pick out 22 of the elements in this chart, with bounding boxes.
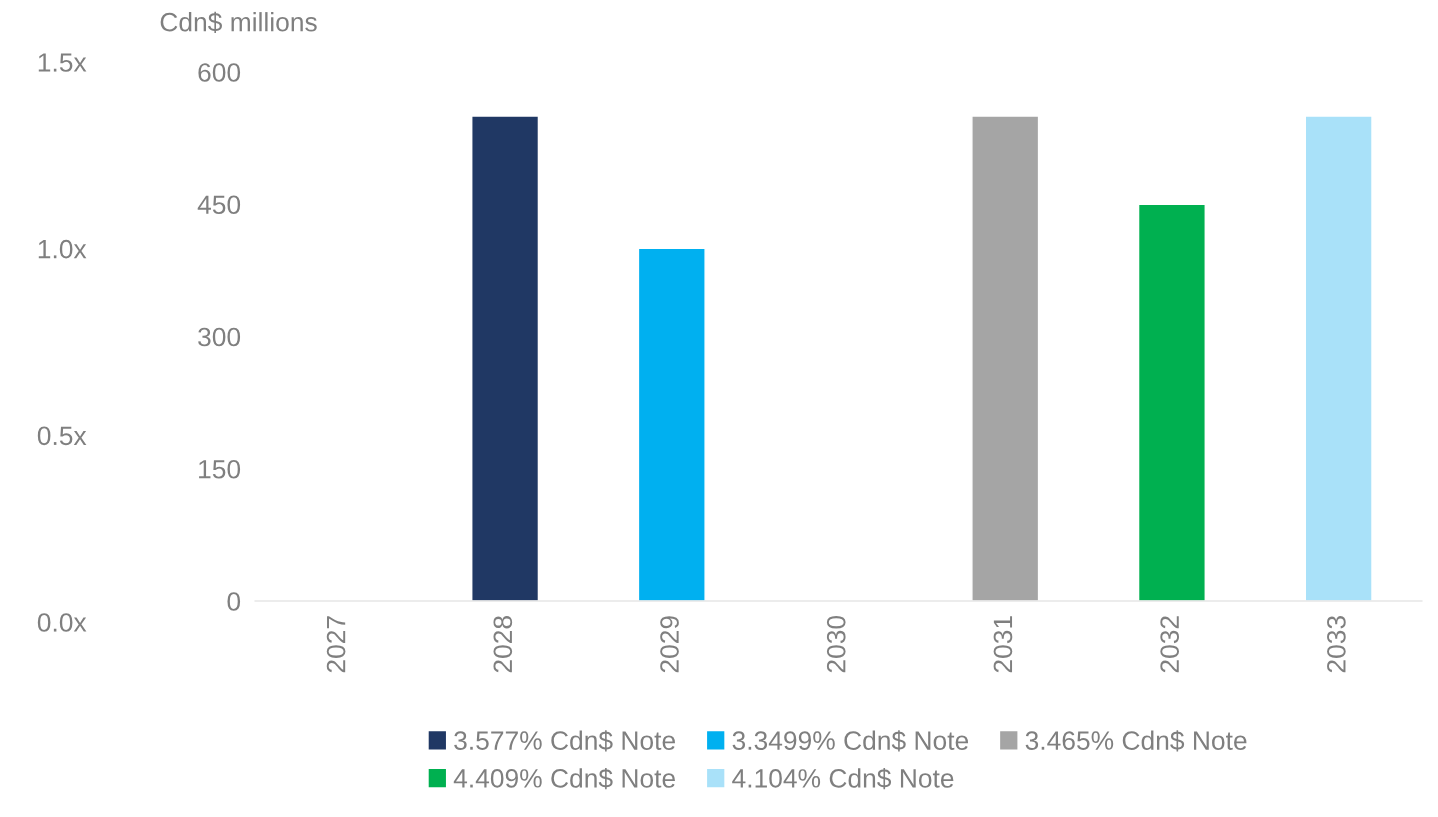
x-tick-label: 2030 xyxy=(826,615,846,673)
y-tick-label: 450 xyxy=(197,195,241,215)
x-tick-label: 2029 xyxy=(660,616,679,673)
y-tick-label: 300 xyxy=(198,327,241,347)
x-tick-label: 2033 xyxy=(1327,616,1346,673)
legend-label: 4.409% Cdn$ Note xyxy=(453,767,675,790)
y-axis-title: Cdn$ millions xyxy=(160,11,317,34)
legend-label: 3.577% Cdn$ Note xyxy=(454,730,675,752)
y-tick-label: 600 xyxy=(198,63,241,82)
y2-tick-label: 0.0x xyxy=(37,613,87,632)
y2-tick-label: 1.5x xyxy=(38,53,87,72)
y-tick-label: 0 xyxy=(227,592,241,611)
legend-label: 3.3499% Cdn$ Note xyxy=(732,730,969,752)
legend-label: 3.465% Cdn$ Note xyxy=(1025,730,1247,752)
x-tick-label: 2032 xyxy=(1160,616,1180,673)
x-tick-label: 2028 xyxy=(493,616,513,673)
x-tick-label: 2027 xyxy=(326,616,346,673)
x-tick-label: 2031 xyxy=(993,616,1013,673)
y2-tick-label: 0.5x xyxy=(37,426,87,446)
legend-label: 4.104% Cdn$ Note xyxy=(732,767,954,790)
y2-tick-label: 1.0x xyxy=(38,239,87,259)
y-tick-label: 150 xyxy=(199,459,241,479)
